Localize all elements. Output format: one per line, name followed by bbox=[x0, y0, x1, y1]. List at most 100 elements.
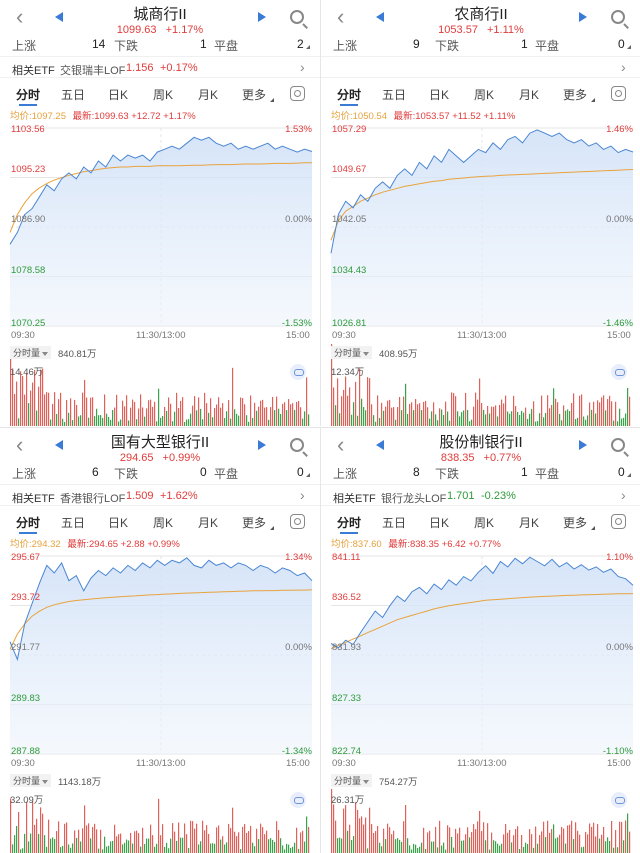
previous-index-icon[interactable] bbox=[55, 440, 63, 450]
tab-five-day[interactable]: 五日 bbox=[382, 516, 407, 530]
previous-index-icon[interactable] bbox=[376, 12, 384, 22]
tab-intraday[interactable]: 分时 bbox=[16, 88, 41, 102]
volume-bar bbox=[389, 399, 391, 426]
volume-bar bbox=[537, 421, 539, 426]
next-index-icon[interactable] bbox=[258, 12, 266, 22]
related-etf-bar[interactable]: 相关ETF 交银瑞丰LOF 1.156 +0.17% › bbox=[0, 56, 320, 78]
volume-bar bbox=[234, 409, 236, 426]
tab-more[interactable]: 更多 bbox=[563, 88, 588, 102]
tab-daily-k[interactable]: 日K bbox=[108, 516, 129, 530]
tab-more[interactable]: 更多 bbox=[242, 88, 267, 102]
tab-daily-k[interactable]: 日K bbox=[429, 516, 450, 530]
price-summary: 均价:294.32 最新:294.65 +2.88 +0.99% bbox=[10, 536, 180, 550]
volume-bar bbox=[425, 400, 427, 426]
volume-bar bbox=[381, 846, 383, 853]
related-etf-bar[interactable]: › bbox=[321, 56, 640, 78]
chart-settings-icon[interactable] bbox=[290, 86, 305, 101]
volume-selector[interactable]: 分时量 bbox=[331, 346, 373, 359]
volume-bar bbox=[441, 409, 443, 426]
volume-bar bbox=[154, 846, 156, 853]
price-area bbox=[10, 557, 312, 754]
expand-icon[interactable] bbox=[290, 364, 306, 380]
search-icon[interactable] bbox=[611, 438, 625, 452]
volume-bar bbox=[543, 821, 545, 853]
chevron-right-icon[interactable]: › bbox=[300, 487, 305, 503]
related-etf-bar[interactable]: 相关ETF 银行龙头LOF 1.701 -0.23% › bbox=[321, 484, 640, 506]
next-index-icon[interactable] bbox=[579, 12, 587, 22]
tab-more[interactable]: 更多 bbox=[563, 516, 588, 530]
volume-bar bbox=[497, 416, 499, 426]
index-change: +0.77% bbox=[483, 452, 522, 464]
tab-weekly-k[interactable]: 周K bbox=[153, 516, 174, 530]
tab-monthly-k[interactable]: 月K bbox=[519, 88, 540, 102]
tab-intraday[interactable]: 分时 bbox=[337, 516, 362, 530]
volume-bar bbox=[401, 841, 403, 853]
volume-bar bbox=[519, 848, 521, 853]
expand-icon[interactable] bbox=[290, 792, 306, 808]
volume-bar bbox=[417, 404, 419, 426]
volume-selector[interactable]: 分时量 bbox=[331, 774, 373, 787]
search-icon[interactable] bbox=[290, 438, 304, 452]
back-icon[interactable]: ‹ bbox=[16, 432, 24, 457]
volume-selector[interactable]: 分时量 bbox=[10, 346, 52, 359]
panel-header: ‹ 城商行II 1099.63 +1.17% bbox=[0, 0, 320, 38]
search-icon[interactable] bbox=[290, 10, 304, 24]
volume-bar bbox=[503, 403, 505, 426]
chevron-right-icon[interactable]: › bbox=[300, 59, 305, 75]
volume-bar bbox=[52, 404, 54, 426]
next-index-icon[interactable] bbox=[258, 440, 266, 450]
breadth-stats: 上涨 6 下跌 0 平盘 0 bbox=[0, 465, 320, 481]
tab-monthly-k[interactable]: 月K bbox=[198, 516, 219, 530]
chevron-right-icon[interactable]: › bbox=[621, 487, 626, 503]
tab-intraday[interactable]: 分时 bbox=[337, 88, 362, 102]
previous-index-icon[interactable] bbox=[376, 440, 384, 450]
tab-daily-k[interactable]: 日K bbox=[108, 88, 129, 102]
expand-icon[interactable] bbox=[611, 364, 627, 380]
volume-bar bbox=[435, 414, 437, 426]
tab-intraday[interactable]: 分时 bbox=[16, 516, 41, 530]
tab-five-day[interactable]: 五日 bbox=[61, 88, 86, 102]
volume-bar bbox=[529, 829, 531, 853]
volume-bar bbox=[591, 826, 593, 853]
volume-bar bbox=[126, 839, 128, 853]
chart-settings-icon[interactable] bbox=[611, 86, 626, 101]
search-icon[interactable] bbox=[611, 10, 625, 24]
volume-bar bbox=[82, 828, 84, 853]
back-icon[interactable]: ‹ bbox=[16, 4, 24, 29]
next-index-icon[interactable] bbox=[579, 440, 587, 450]
etf-price: 1.156 bbox=[126, 62, 154, 74]
chart-settings-icon[interactable] bbox=[611, 514, 626, 529]
volume-bar bbox=[264, 407, 266, 426]
tab-weekly-k[interactable]: 周K bbox=[474, 88, 495, 102]
active-tab-underline bbox=[19, 104, 37, 106]
volume-bar bbox=[419, 403, 421, 426]
related-etf-bar[interactable]: 相关ETF 香港银行LOF 1.509 +1.62% › bbox=[0, 484, 320, 506]
volume-bar bbox=[196, 823, 198, 853]
volume-selector[interactable]: 分时量 bbox=[10, 774, 52, 787]
chart-settings-icon[interactable] bbox=[290, 514, 305, 529]
tab-daily-k[interactable]: 日K bbox=[429, 88, 450, 102]
volume-bar bbox=[507, 832, 509, 853]
tab-weekly-k[interactable]: 周K bbox=[474, 516, 495, 530]
tab-five-day[interactable]: 五日 bbox=[382, 88, 407, 102]
volume-bar bbox=[451, 392, 453, 426]
volume-bar bbox=[122, 400, 124, 426]
index-change: +0.99% bbox=[162, 452, 201, 464]
previous-index-icon[interactable] bbox=[55, 12, 63, 22]
volume-bar bbox=[134, 831, 136, 853]
volume-bar bbox=[581, 394, 583, 426]
tab-five-day[interactable]: 五日 bbox=[61, 516, 86, 530]
chevron-right-icon[interactable]: › bbox=[621, 59, 626, 75]
volume-bar bbox=[477, 821, 479, 853]
back-icon[interactable]: ‹ bbox=[337, 4, 345, 29]
tab-monthly-k[interactable]: 月K bbox=[519, 516, 540, 530]
volume-bar bbox=[136, 830, 138, 853]
tab-monthly-k[interactable]: 月K bbox=[198, 88, 219, 102]
expand-icon[interactable] bbox=[611, 792, 627, 808]
tab-weekly-k[interactable]: 周K bbox=[153, 88, 174, 102]
price-line bbox=[9, 557, 313, 662]
back-icon[interactable]: ‹ bbox=[337, 432, 345, 457]
y-label-top: 1057.29 bbox=[332, 124, 367, 135]
tab-more[interactable]: 更多 bbox=[242, 516, 267, 530]
volume-bar bbox=[64, 823, 66, 853]
